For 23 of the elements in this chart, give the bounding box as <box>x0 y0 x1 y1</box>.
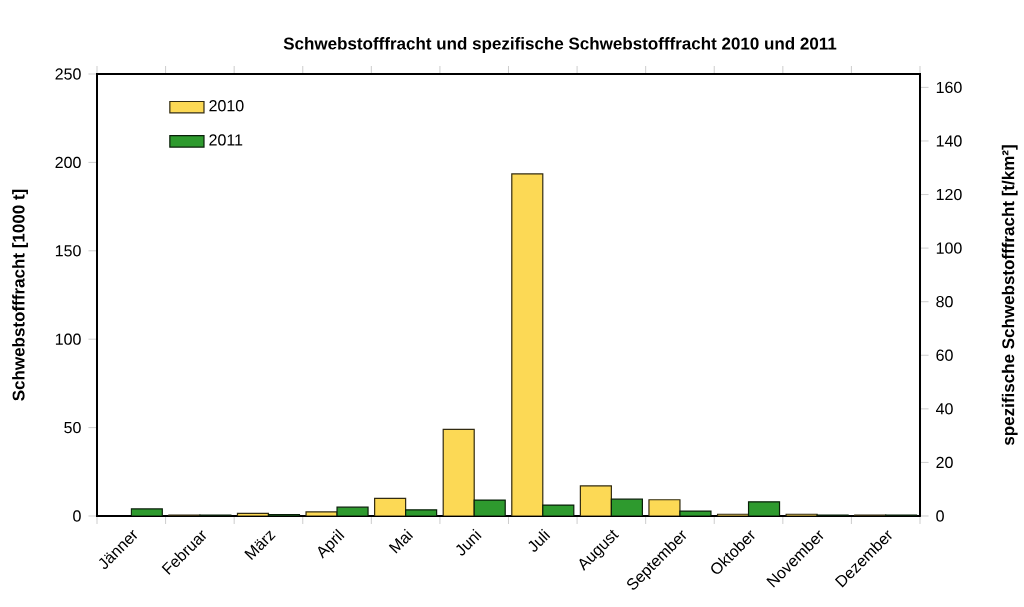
y2-tick-label: 0 <box>936 510 944 522</box>
y2-tick-label: 40 <box>935 403 953 415</box>
x-tick-label: Mai <box>388 528 414 554</box>
y2-tick-label: 20 <box>936 456 953 469</box>
x-tick-label: Juni <box>456 528 482 556</box>
chart-title: Schwebstofffracht und spezifische Schwebstofffracht 2010 und 2011 <box>283 37 837 53</box>
y-tick-label: 200 <box>55 156 81 169</box>
y2-axis-title: spezifische Schwebstofffracht [t/km²] <box>1001 145 1018 446</box>
y2-tick-label: 80 <box>936 296 953 308</box>
y-axis-title: Schwebstofffracht [1000 t] <box>12 189 28 401</box>
y-tick-label: 250 <box>55 68 81 80</box>
y-tick-label: 0 <box>73 510 81 522</box>
y-tick-label: 100 <box>55 333 81 345</box>
y-tick-label: 150 <box>55 245 81 257</box>
y2-tick-label: 140 <box>936 135 962 147</box>
y-tick-label: 50 <box>64 421 81 434</box>
y2-tick-label: 60 <box>936 349 953 361</box>
y2-tick-label: 120 <box>936 188 962 201</box>
x-tick-label: Juli <box>528 528 551 552</box>
y2-tick-label: 100 <box>936 242 962 254</box>
legend-label: 2010 <box>209 100 244 112</box>
y2-tick-label: 160 <box>936 81 962 94</box>
legend-label: 2011 <box>209 134 243 146</box>
